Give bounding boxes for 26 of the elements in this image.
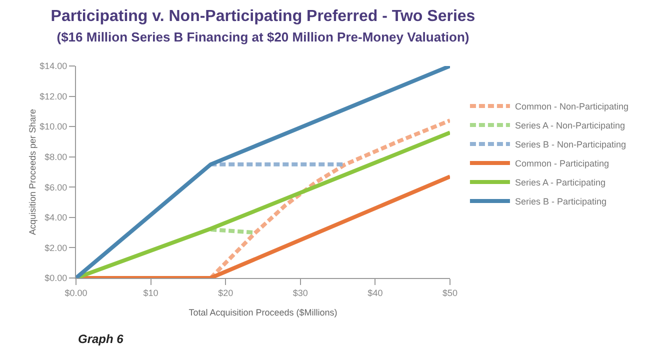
x-tick-label: $0.00: [64, 288, 88, 298]
y-tick-label: $6.00: [44, 182, 68, 192]
y-tick-label: $10.00: [40, 122, 68, 132]
legend-label: Series A - Non-Participating: [514, 120, 626, 130]
y-tick-label: $8.00: [44, 152, 68, 162]
y-tick-label: $2.00: [44, 242, 68, 253]
y-axis-title: Acquisition Proceeds per Share: [28, 108, 38, 236]
legend-label: Series B - Participating: [514, 196, 607, 206]
chart-subtitle: ($16 Million Series B Financing at $20 Million Pre-Money Valuation): [56, 30, 470, 45]
legend-label: Common - Non-Participating: [514, 101, 629, 112]
y-tick-label: $12.00: [40, 91, 68, 102]
x-tick-label: $10: [143, 288, 158, 298]
x-tick-label: $20: [218, 288, 234, 298]
y-tick-label: $14.00: [40, 61, 68, 72]
y-tick-label: $4.00: [44, 212, 68, 223]
legend-label: Common - Participating: [514, 158, 610, 168]
caption: Graph 6: [78, 332, 124, 346]
legend-label: Series B - Non-Participating: [514, 139, 626, 150]
x-tick-label: $50: [442, 288, 458, 298]
x-tick-label: $40: [368, 288, 383, 298]
y-tick-label: $0.00: [44, 273, 68, 284]
x-tick-label: $30: [292, 288, 308, 298]
legend-label: Series A - Participating: [514, 177, 606, 188]
x-axis-title: Total Acquisition Proceeds ($Millions): [188, 308, 338, 318]
line-series: [208, 118, 450, 278]
chart-title: Participating v. Non-Participating Preferred - Two Series: [50, 8, 476, 25]
